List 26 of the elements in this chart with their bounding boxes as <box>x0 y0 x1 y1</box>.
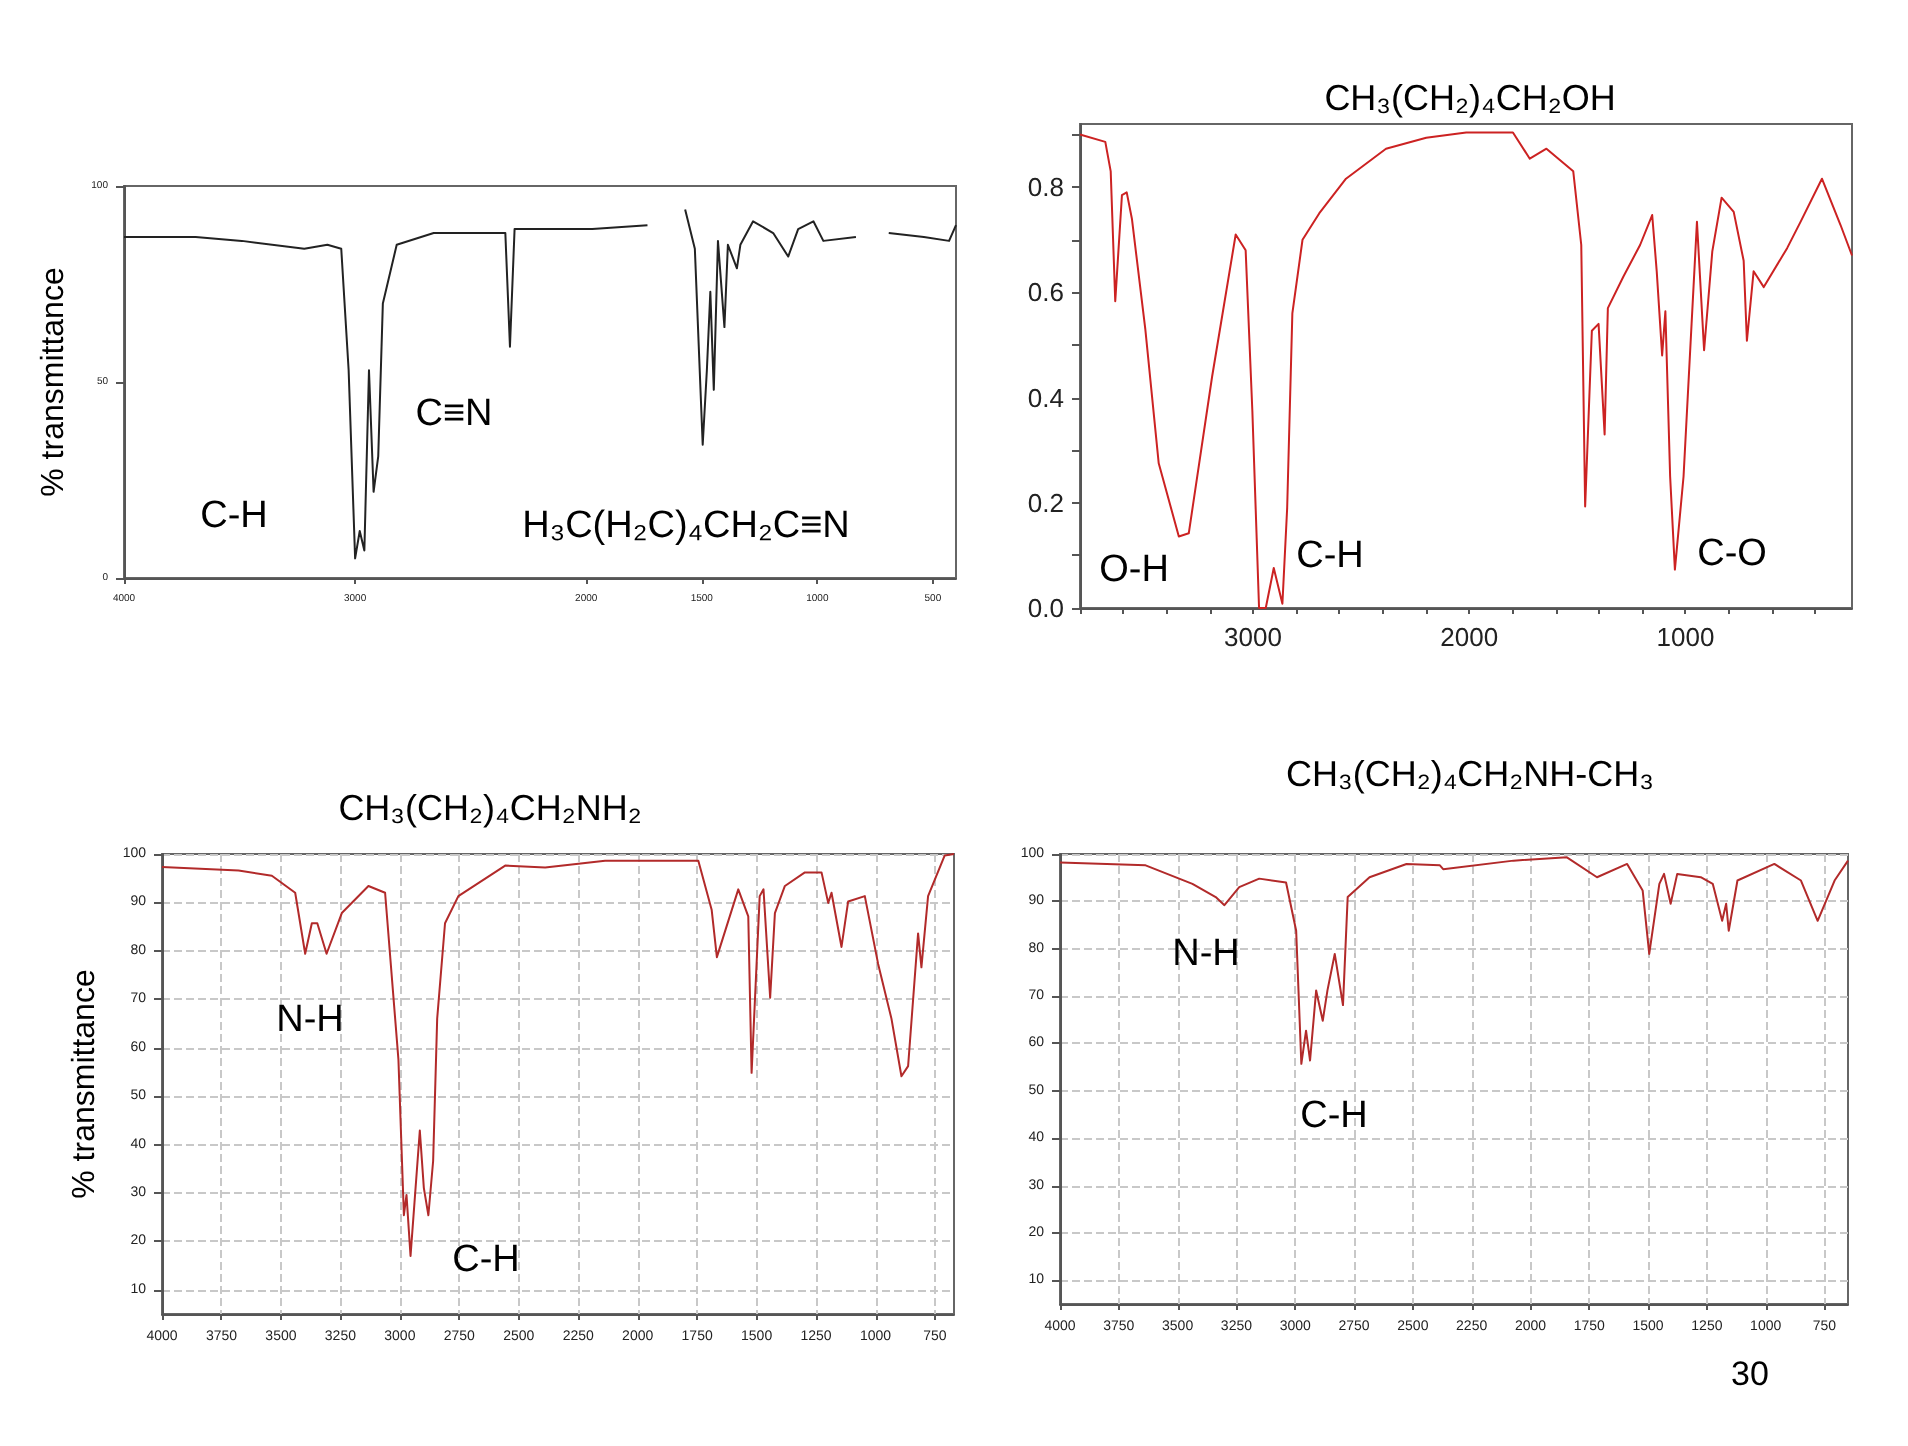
chart-title: CH₃(CH₂)₄CH₂NH-CH₃ <box>1286 754 1654 794</box>
y-tick-label: 0.4 <box>1027 382 1064 413</box>
annotation: O-H <box>1099 549 1169 591</box>
chart-title: CH₃(CH₂)₄CH₂OH <box>1324 78 1616 118</box>
annotation: C-O <box>1697 533 1767 575</box>
x-tick-label: 1000 <box>1656 622 1715 652</box>
annotation: C-H <box>1296 535 1364 577</box>
y-tick-label: 0.2 <box>1027 487 1064 518</box>
line-series <box>1059 856 1849 1065</box>
annotation: C-H <box>452 1239 520 1281</box>
line-series <box>1079 131 1853 609</box>
y-axis-title: % transmittance <box>67 969 102 1199</box>
x-tick-label: 2000 <box>1440 622 1499 652</box>
annotation: N-H <box>276 999 344 1041</box>
annotation: N-H <box>1172 933 1240 975</box>
annotation: H₃C(H₂C)₄CH₂C≡N <box>522 505 850 547</box>
x-tick-label: 3000 <box>1224 622 1282 652</box>
y-tick-label: 0.0 <box>1027 593 1064 623</box>
y-tick-label: 0.6 <box>1027 277 1064 308</box>
annotation: C≡N <box>415 393 493 435</box>
y-axis-title: % transmittance <box>36 267 71 497</box>
chart-title: CH₃(CH₂)₄CH₂NH₂ <box>338 788 642 828</box>
annotation: C-H <box>200 495 268 537</box>
y-tick-label: 0.8 <box>1027 172 1064 203</box>
annotation: C-H <box>1300 1095 1368 1137</box>
text: 30 <box>1731 1355 1769 1393</box>
